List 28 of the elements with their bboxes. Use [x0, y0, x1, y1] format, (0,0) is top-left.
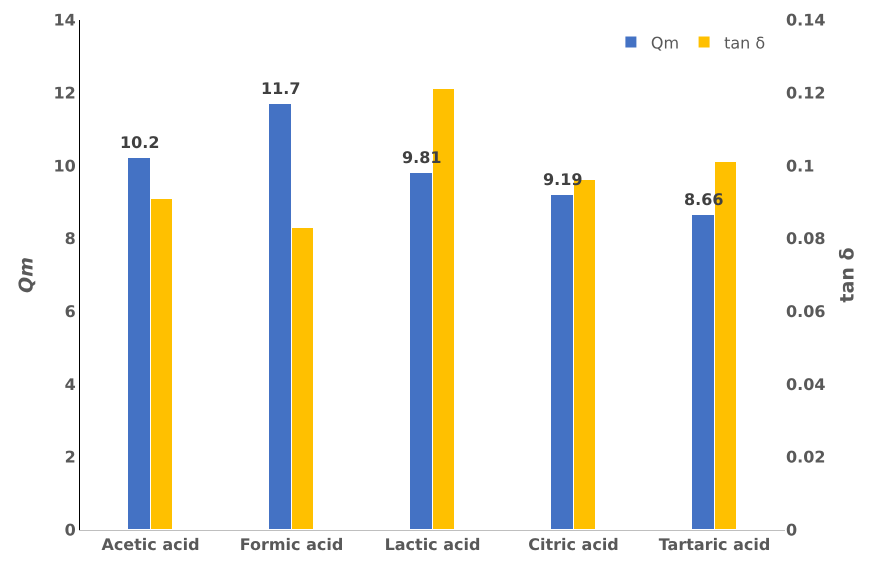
data-label: 10.2: [120, 133, 160, 152]
y2-tick-label: 0.1: [786, 156, 814, 176]
y-tick-label: 14: [54, 10, 76, 30]
y-axis-title: Qm: [15, 257, 38, 293]
y2-tick-label: 0.14: [786, 10, 826, 30]
data-label: 11.7: [261, 79, 300, 98]
y2-tick-label: 0.04: [786, 374, 826, 394]
x-tick-label: Formic acid: [240, 535, 344, 554]
x-tick-label: Citric acid: [528, 535, 619, 554]
y-tick-label: 4: [64, 374, 76, 394]
legend-label: Qm: [650, 33, 680, 52]
x-tick-label: Acetic acid: [101, 535, 200, 554]
y-tick-label: 2: [64, 448, 76, 467]
y-tick-label: 6: [64, 302, 76, 322]
y2-tick-label: 0.06: [786, 302, 826, 322]
x-tick-label: Lactic acid: [384, 535, 480, 554]
y2-tick-label: 0.08: [786, 229, 826, 248]
y-tick-label: 10: [54, 156, 76, 176]
legend-label: tan δ: [724, 33, 766, 52]
y-tick-label: 0: [64, 520, 76, 540]
y2-tick-label: 0.02: [786, 448, 826, 467]
y2-axis-title: tan δ: [836, 247, 858, 303]
x-tick-label: Tartaric acid: [658, 535, 770, 554]
y-tick-label: 12: [54, 83, 76, 102]
y-tick-label: 8: [64, 229, 76, 248]
y2-tick-label: 0.12: [786, 83, 826, 102]
data-label: 9.19: [543, 170, 582, 189]
y2-tick-label: 0: [786, 520, 798, 540]
